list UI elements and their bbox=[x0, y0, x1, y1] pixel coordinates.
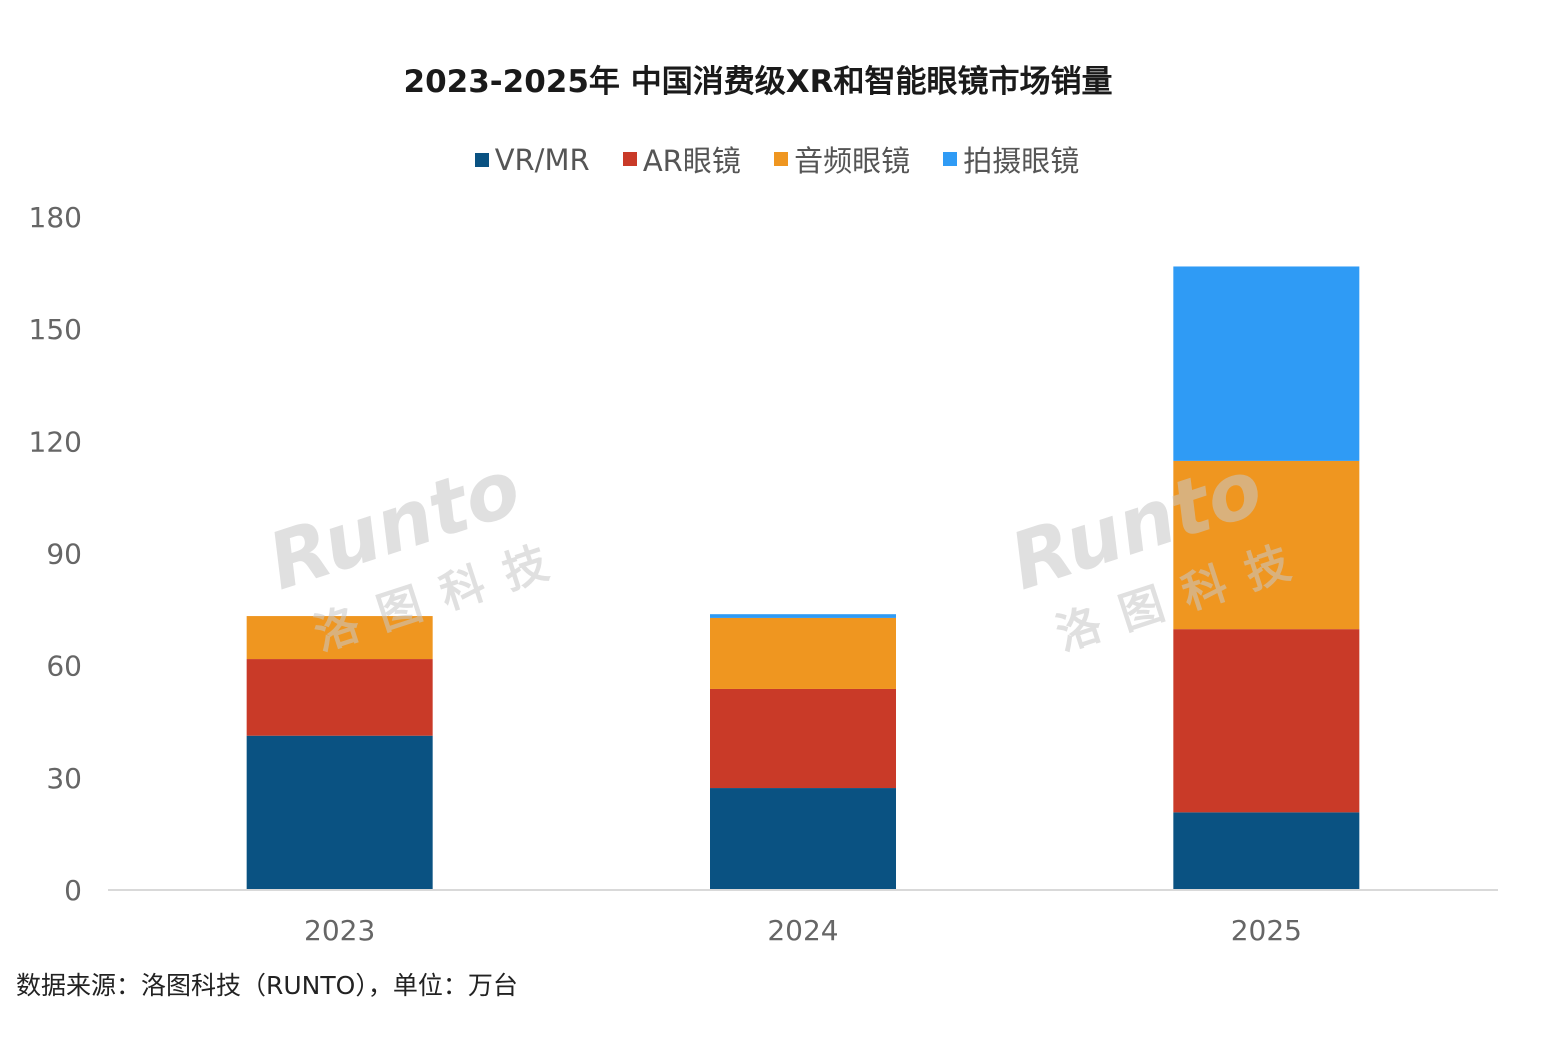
legend-label: 音频眼镜 bbox=[794, 144, 911, 178]
legend-item-camera-glasses: 拍摄眼镜 bbox=[943, 138, 1079, 180]
bar-2025-series-3 bbox=[1173, 266, 1360, 461]
y-tick-label: 180 bbox=[29, 201, 82, 234]
y-tick-label: 0 bbox=[64, 874, 82, 907]
bar-2025-series-1 bbox=[1173, 629, 1360, 813]
legend-swatch-ar-glasses bbox=[622, 152, 637, 166]
y-tick-label: 60 bbox=[46, 650, 82, 683]
axes-group: 2023 2024 2025 0 30 60 90 120 150 180 bbox=[29, 201, 1498, 947]
x-tick-label: 2023 bbox=[304, 914, 375, 947]
legend-item-vr-mr: VR/MR bbox=[474, 141, 590, 177]
bar-2024-series-3 bbox=[710, 614, 896, 618]
bar-2024-series-1 bbox=[710, 688, 896, 789]
source-note: 数据来源：洛图科技（RUNTO），单位：万台 bbox=[16, 971, 518, 1000]
bar-2024-series-0 bbox=[710, 788, 896, 889]
bar-2023-series-2 bbox=[246, 616, 433, 660]
chart-title: 2023-2025年 中国消费级XR和智能眼镜市场销量 bbox=[403, 64, 1113, 100]
y-tick-label: 90 bbox=[46, 538, 82, 571]
chart-legend: VR/MR AR眼镜 音频眼镜 拍摄眼镜 bbox=[0, 138, 1554, 180]
bars-group bbox=[246, 266, 1360, 889]
y-tick-label: 30 bbox=[46, 762, 82, 795]
legend-label: AR眼镜 bbox=[642, 144, 741, 178]
bar-2024-series-2 bbox=[710, 617, 896, 689]
legend-item-ar-glasses: AR眼镜 bbox=[622, 138, 741, 180]
bar-2023-series-0 bbox=[246, 735, 433, 889]
legend-swatch-audio-glasses bbox=[774, 152, 789, 166]
legend-label: VR/MR bbox=[494, 143, 590, 177]
bar-2025-series-2 bbox=[1173, 460, 1360, 630]
legend-label: 拍摄眼镜 bbox=[963, 144, 1080, 178]
x-tick-label: 2025 bbox=[1231, 914, 1302, 947]
legend-item-audio-glasses: 音频眼镜 bbox=[774, 138, 910, 180]
bar-2025-series-0 bbox=[1173, 812, 1360, 889]
y-tick-label: 150 bbox=[29, 313, 82, 346]
legend-swatch-camera-glasses bbox=[943, 152, 958, 166]
legend-swatch-vr-mr bbox=[474, 153, 489, 167]
x-tick-label: 2024 bbox=[767, 914, 838, 947]
y-tick-label: 120 bbox=[29, 425, 82, 458]
bar-2023-series-1 bbox=[246, 659, 433, 736]
